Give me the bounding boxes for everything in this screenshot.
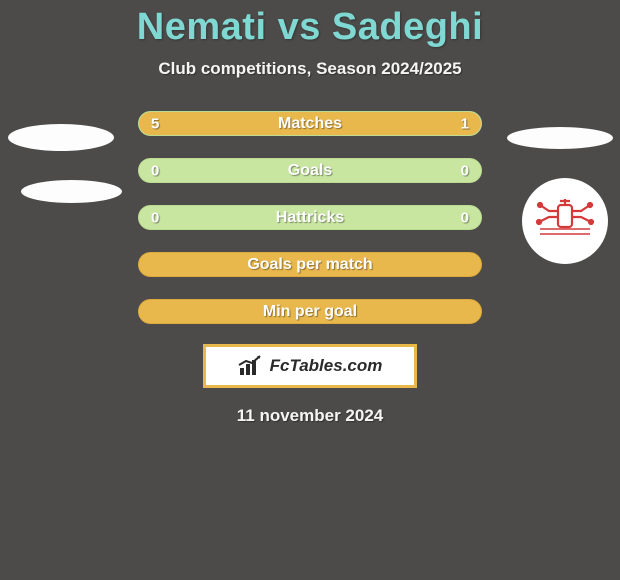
player-right-logo-top	[507, 127, 613, 149]
stat-label: Hattricks	[276, 209, 344, 227]
player-left-logo-top	[8, 124, 114, 151]
stat-bar: 0 0 Hattricks	[138, 205, 482, 230]
stat-label: Matches	[278, 115, 342, 133]
team-badge-right	[522, 178, 608, 264]
stat-bar: 5 1 Matches	[138, 111, 482, 136]
stat-label: Goals per match	[247, 256, 372, 274]
stat-bar: Min per goal	[138, 299, 482, 324]
player-left-logo-mid	[21, 180, 122, 203]
stat-fill-right	[423, 112, 481, 135]
stat-value-left: 0	[151, 162, 159, 179]
stat-value-left: 0	[151, 209, 159, 226]
stat-label: Min per goal	[263, 303, 357, 321]
badge-icon	[534, 199, 596, 243]
stat-label: Goals	[288, 162, 332, 180]
logo-text: FcTables.com	[270, 356, 383, 376]
fctables-logo-card[interactable]: FcTables.com	[203, 344, 417, 388]
subtitle: Club competitions, Season 2024/2025	[0, 59, 620, 79]
stat-value-right: 0	[461, 209, 469, 226]
date-label: 11 november 2024	[0, 406, 620, 426]
stat-value-left: 5	[151, 115, 159, 132]
stat-value-right: 0	[461, 162, 469, 179]
chart-icon	[238, 355, 264, 377]
stats-container: 5 1 Matches 0 0 Goals 0 0 Hattricks Goals per mat…	[138, 111, 482, 324]
stat-bar: Goals per match	[138, 252, 482, 277]
stat-bar: 0 0 Goals	[138, 158, 482, 183]
page-title: Nemati vs Sadeghi	[0, 0, 620, 49]
stat-value-right: 1	[461, 115, 469, 132]
